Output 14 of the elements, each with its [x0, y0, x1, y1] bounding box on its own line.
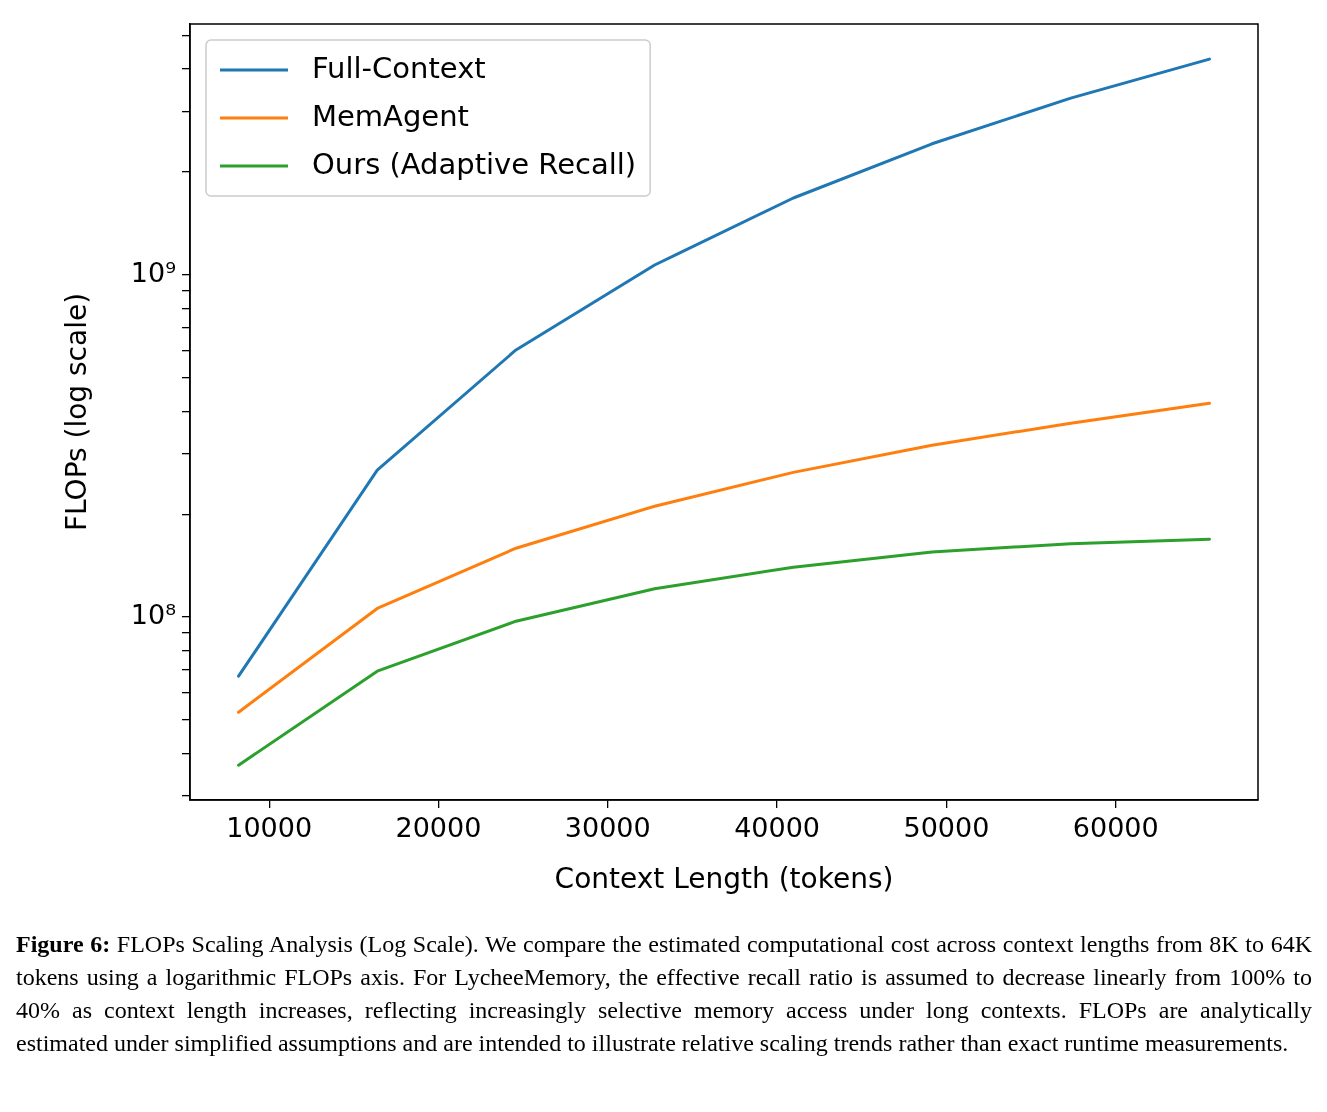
x-tick-label: 40000: [734, 812, 821, 844]
caption: Figure 6: FLOPs Scaling Analysis (Log Scale). We compare the estimated computational cost across context lengths from 8K to 64K tokens using a logarithmic FLOPs axis. For LycheeMemory, the effective recall ratio is assumed to decrease linearly from 100% to 40% as context length increases, reflecting increasingly selective memory access under long contexts. FLOPs are analytically estimated under simplified assumptions and are intended to illustrate relative scaling trends rather than exact runtime measurements.: [16, 930, 1312, 1058]
y-tick-label: 10⁸: [130, 599, 176, 631]
x-tick-label: 50000: [903, 812, 990, 844]
x-tick-label: 30000: [564, 812, 651, 844]
x-tick-label: 60000: [1072, 812, 1159, 844]
x-tick-label: 20000: [395, 812, 482, 844]
x-tick-label: 10000: [226, 812, 313, 844]
legend-label: Ours (Adaptive Recall): [312, 146, 637, 181]
y-tick-label: 10⁹: [130, 257, 176, 289]
y-axis-title: FLOPs (log scale): [60, 292, 94, 532]
legend-label: MemAgent: [312, 98, 469, 133]
x-axis-title: Context Length (tokens): [554, 862, 894, 896]
legend-label: Full-Context: [312, 50, 486, 85]
